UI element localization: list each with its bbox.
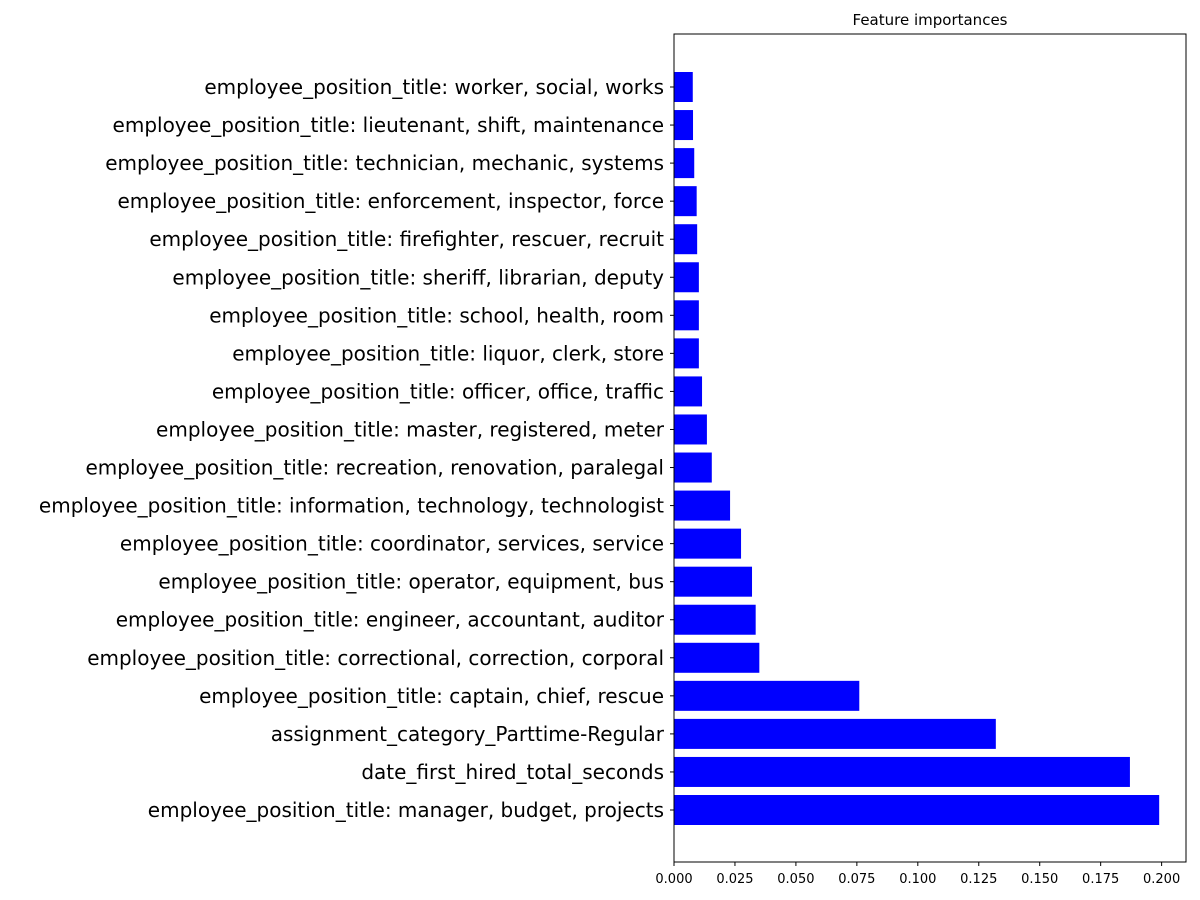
category-label-12: employee_position_title: liquor, clerk, … — [232, 341, 664, 365]
bar-0 — [674, 795, 1160, 825]
x-tick-label-2: 0.050 — [777, 872, 814, 887]
bar-2 — [674, 718, 996, 749]
category-label-15: employee_position_title: firefighter, re… — [149, 227, 664, 251]
category-label-1: date_first_hired_total_seconds — [361, 760, 664, 784]
bar-18 — [674, 110, 694, 141]
bar-17 — [674, 148, 695, 179]
bar-13 — [674, 300, 699, 331]
chart-title: Feature importances — [853, 11, 1008, 29]
category-label-19: employee_position_title: worker, social,… — [204, 75, 664, 99]
bar-12 — [674, 338, 699, 369]
category-label-7: employee_position_title: coordinator, se… — [120, 532, 664, 556]
bar-11 — [674, 376, 703, 407]
category-label-10: employee_position_title: master, registe… — [156, 417, 665, 441]
category-label-2: assignment_category_Parttime-Regular — [271, 722, 665, 746]
bar-8 — [674, 490, 731, 521]
x-tick-label-6: 0.150 — [1021, 872, 1058, 887]
bars-group — [674, 72, 1160, 825]
category-label-3: employee_position_title: captain, chief,… — [199, 684, 664, 708]
bar-15 — [674, 224, 698, 255]
category-label-14: employee_position_title: sheriff, librar… — [172, 265, 664, 289]
category-label-9: employee_position_title: recreation, ren… — [85, 456, 664, 480]
bar-16 — [674, 186, 697, 217]
bar-7 — [674, 528, 742, 559]
bar-1 — [674, 756, 1130, 787]
x-tick-label-7: 0.175 — [1082, 872, 1119, 887]
category-label-5: employee_position_title: engineer, accou… — [116, 608, 665, 632]
x-tick-label-0: 0.000 — [655, 872, 692, 887]
bar-14 — [674, 262, 699, 293]
category-label-18: employee_position_title: lieutenant, shi… — [113, 113, 664, 137]
category-label-13: employee_position_title: school, health,… — [209, 303, 664, 327]
category-label-16: employee_position_title: enforcement, in… — [117, 189, 664, 213]
plot-frame — [673, 33, 1187, 863]
bar-6 — [674, 566, 753, 597]
category-label-11: employee_position_title: officer, office… — [212, 379, 664, 403]
bar-4 — [674, 642, 760, 673]
bar-5 — [674, 604, 756, 635]
bar-3 — [674, 680, 860, 711]
category-label-17: employee_position_title: technician, mec… — [105, 151, 664, 175]
category-label-6: employee_position_title: operator, equip… — [158, 570, 664, 594]
bar-9 — [674, 452, 712, 483]
category-label-8: employee_position_title: information, te… — [39, 494, 664, 518]
category-label-4: employee_position_title: correctional, c… — [87, 646, 664, 670]
bar-19 — [674, 72, 693, 102]
category-label-0: employee_position_title: manager, budget… — [148, 798, 664, 822]
x-tick-label-4: 0.100 — [899, 872, 936, 887]
bar-10 — [674, 414, 707, 445]
x-tick-label-3: 0.075 — [838, 872, 875, 887]
x-ticks-group: 0.000 0.025 0.050 0.075 0.100 0.125 0.150 0.175… — [655, 862, 1180, 887]
x-tick-label-8: 0.200 — [1143, 872, 1180, 887]
x-tick-label-1: 0.025 — [716, 872, 753, 887]
category-labels-group: employee_position_title: manager, budget… — [39, 75, 674, 822]
x-tick-label-5: 0.125 — [960, 872, 997, 887]
